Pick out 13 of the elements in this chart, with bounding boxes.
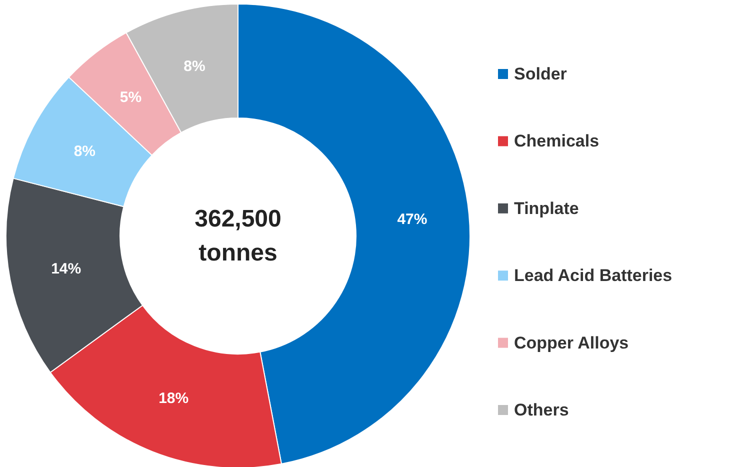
data-label: 8% [74,143,96,160]
data-label: 5% [120,89,142,106]
data-label: 14% [51,260,82,278]
legend-label: Solder [514,64,568,84]
legend-label: Others [514,400,569,420]
data-label: 18% [158,390,189,408]
legend-label: Chemicals [514,132,600,151]
data-label: 8% [184,58,206,75]
text: 362,500 tonnes [194,206,282,266]
legend-label: Tinplate [514,198,579,218]
legend-label: Copper Alloys [514,333,629,352]
legend-label: Lead Acid Batteries [514,266,672,286]
data-label: 47% [397,211,428,228]
